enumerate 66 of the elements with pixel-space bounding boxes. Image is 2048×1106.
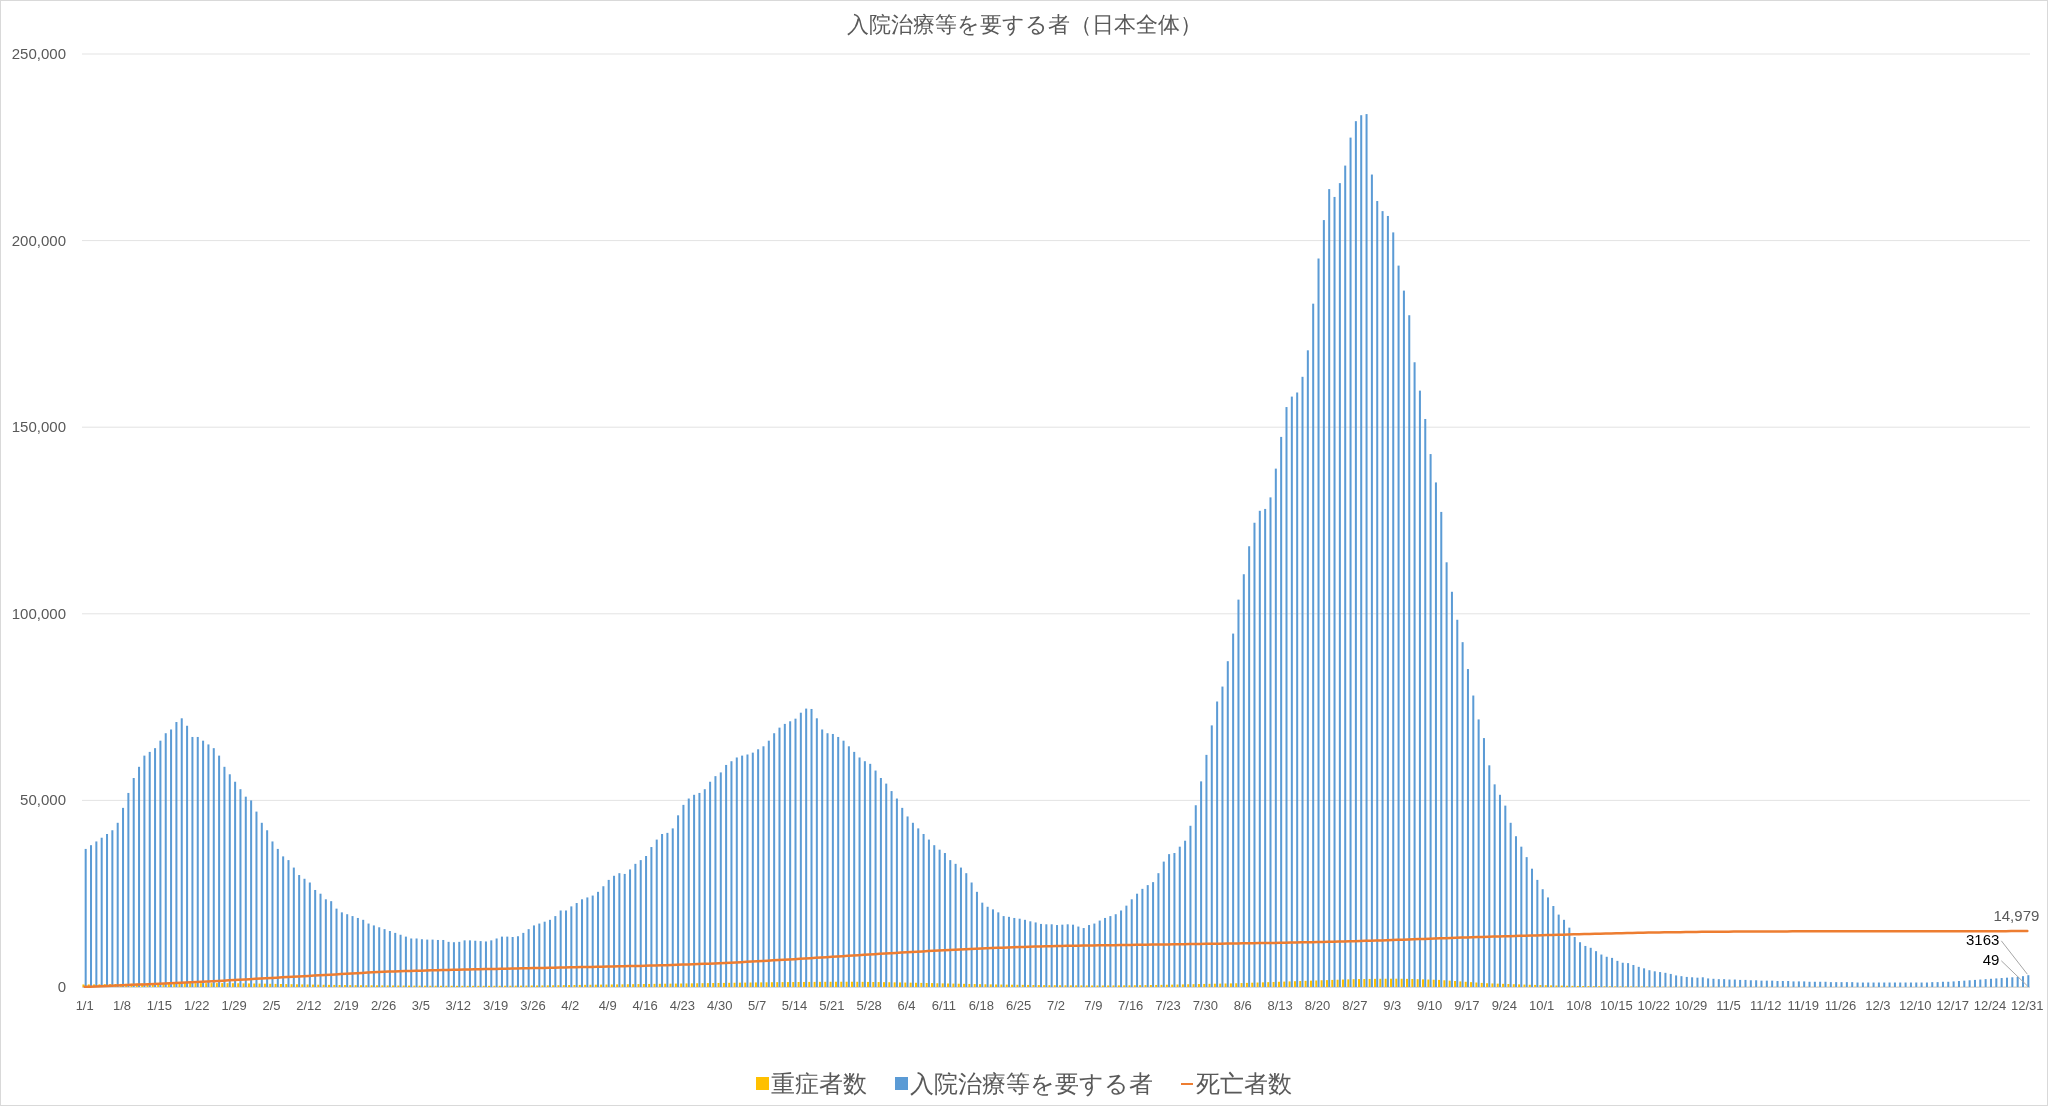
x-tick-label: 7/30 bbox=[1192, 998, 1219, 1013]
x-tick-label: 8/20 bbox=[1304, 998, 1331, 1013]
x-tick-label: 6/4 bbox=[897, 998, 916, 1013]
x-tick-label: 4/2 bbox=[561, 998, 580, 1013]
x-tick-label: 5/14 bbox=[781, 998, 808, 1013]
x-tick-label: 8/13 bbox=[1267, 998, 1293, 1013]
x-tick-label: 3/19 bbox=[482, 998, 509, 1013]
x-tick-label: 9/17 bbox=[1454, 998, 1480, 1013]
chart-title: 入院治療等を要する者（日本全体） bbox=[846, 12, 1202, 37]
x-tick-label: 1/8 bbox=[112, 998, 132, 1013]
x-tick-label: 11/26 bbox=[1824, 998, 1857, 1013]
x-tick-label: 3/12 bbox=[445, 998, 471, 1013]
x-tick-label: 1/29 bbox=[221, 998, 247, 1013]
x-tick-label: 7/9 bbox=[1084, 998, 1103, 1013]
x-tick-label: 6/25 bbox=[1005, 998, 1032, 1013]
x-tick-label: 12/10 bbox=[1898, 998, 1932, 1013]
x-tick-label: 1/1 bbox=[75, 998, 94, 1013]
x-tick-label: 2/19 bbox=[333, 998, 359, 1013]
x-tick-label: 9/3 bbox=[1383, 998, 1402, 1013]
x-tick-label: 12/31 bbox=[2011, 998, 2044, 1013]
x-tick-label: 2/12 bbox=[296, 998, 322, 1013]
legend-label: 入院治療等を要する者 bbox=[910, 1070, 1153, 1097]
x-tick-label: 4/16 bbox=[632, 998, 658, 1013]
x-tick-label: 8/27 bbox=[1342, 998, 1368, 1013]
y-tick-label: 200,000 bbox=[11, 231, 66, 249]
x-tick-label: 9/24 bbox=[1491, 998, 1517, 1013]
x-tick-label: 2/26 bbox=[370, 998, 397, 1013]
x-tick-label: 10/1 bbox=[1529, 998, 1555, 1013]
x-tick-label: 10/15 bbox=[1600, 998, 1633, 1013]
x-tick-label: 3/5 bbox=[411, 998, 430, 1013]
x-tick-label: 6/11 bbox=[931, 998, 957, 1013]
x-tick-label: 3/26 bbox=[520, 998, 546, 1013]
x-tick-label: 12/24 bbox=[1973, 998, 2007, 1013]
x-tick-label: 6/18 bbox=[968, 998, 994, 1013]
annotation: 49 bbox=[1982, 950, 2000, 968]
x-tick-label: 2/5 bbox=[262, 998, 281, 1013]
x-tick-label: 5/28 bbox=[856, 998, 882, 1013]
x-tick-label: 1/22 bbox=[184, 998, 210, 1013]
x-tick-label: 7/23 bbox=[1155, 998, 1181, 1013]
x-tick-label: 11/19 bbox=[1787, 998, 1819, 1013]
x-tick-label: 5/21 bbox=[819, 998, 845, 1013]
x-tick-label: 10/29 bbox=[1674, 998, 1708, 1013]
x-tick-label: 7/2 bbox=[1046, 998, 1066, 1013]
x-tick-label: 4/23 bbox=[669, 998, 696, 1013]
x-tick-label: 10/8 bbox=[1566, 998, 1592, 1013]
x-tick-label: 8/6 bbox=[1233, 998, 1252, 1013]
annotation: 14,979 bbox=[1993, 907, 2040, 925]
x-tick-label: 10/22 bbox=[1637, 998, 1671, 1013]
y-tick-label: 100,000 bbox=[11, 604, 66, 622]
x-tick-label: 1/15 bbox=[146, 998, 173, 1013]
y-tick-label: 0 bbox=[57, 978, 66, 995]
x-tick-label: 4/30 bbox=[707, 998, 733, 1013]
x-tick-label: 9/10 bbox=[1416, 998, 1443, 1013]
x-tick-label: 12/3 bbox=[1865, 998, 1891, 1013]
y-tick-label: 250,000 bbox=[11, 45, 66, 62]
legend-label: 死亡者数 bbox=[1196, 1070, 1292, 1097]
y-tick-label: 150,000 bbox=[11, 418, 66, 436]
legend-label: 重症者数 bbox=[771, 1070, 867, 1097]
x-tick-label: 11/12 bbox=[1750, 998, 1782, 1013]
y-tick-label: 50,000 bbox=[20, 791, 66, 809]
annotation: 3163 bbox=[1965, 930, 2000, 948]
x-tick-label: 12/17 bbox=[1936, 998, 1969, 1013]
x-tick-label: 7/16 bbox=[1118, 998, 1144, 1013]
x-tick-label: 4/9 bbox=[598, 998, 617, 1013]
x-tick-label: 5/7 bbox=[748, 998, 767, 1013]
x-tick-label: 11/5 bbox=[1716, 998, 1741, 1013]
